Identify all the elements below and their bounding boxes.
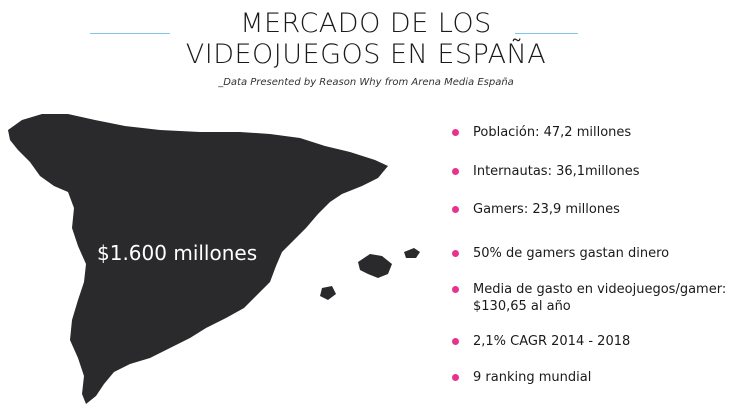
menorca-island-shape xyxy=(404,248,420,258)
bullet-icon xyxy=(452,286,459,293)
decorative-line-left xyxy=(90,33,170,34)
header: MERCADO DE LOS VIDEOJUEGOS EN ESPAÑA _Da… xyxy=(0,0,733,95)
bullet-icon xyxy=(452,206,459,213)
ibiza-island-shape xyxy=(320,286,336,300)
mallorca-island-shape xyxy=(358,254,392,278)
page-title-line-1: MERCADO DE LOS xyxy=(240,8,492,39)
page-subtitle: _Data Presented by Reason Why from Arena… xyxy=(218,77,514,88)
stat-text: 2,1% CAGR 2014 - 2018 xyxy=(473,334,631,349)
bullet-icon xyxy=(452,374,459,381)
stat-text: Internautas: 36,1millones xyxy=(473,164,640,179)
spain-map xyxy=(8,114,420,404)
stat-text: Media de gasto en videojuegos/gamer: $13… xyxy=(473,282,727,314)
bullet-icon xyxy=(452,338,459,345)
stat-text: Gamers: 23,9 millones xyxy=(473,202,620,217)
stat-text: 50% de gamers gastan dinero xyxy=(473,246,670,261)
spain-mainland-shape xyxy=(8,114,388,404)
bullet-icon xyxy=(452,168,459,175)
bullet-icon xyxy=(452,250,459,257)
decorative-line-right xyxy=(515,33,578,34)
market-value-label: $1.600 millones xyxy=(97,241,258,265)
stat-text: Población: 47,2 millones xyxy=(473,125,632,140)
bullet-icon xyxy=(452,129,459,136)
stat-text: 9 ranking mundial xyxy=(473,370,592,385)
page-title-line-2: VIDEOJUEGOS EN ESPAÑA xyxy=(185,39,547,70)
